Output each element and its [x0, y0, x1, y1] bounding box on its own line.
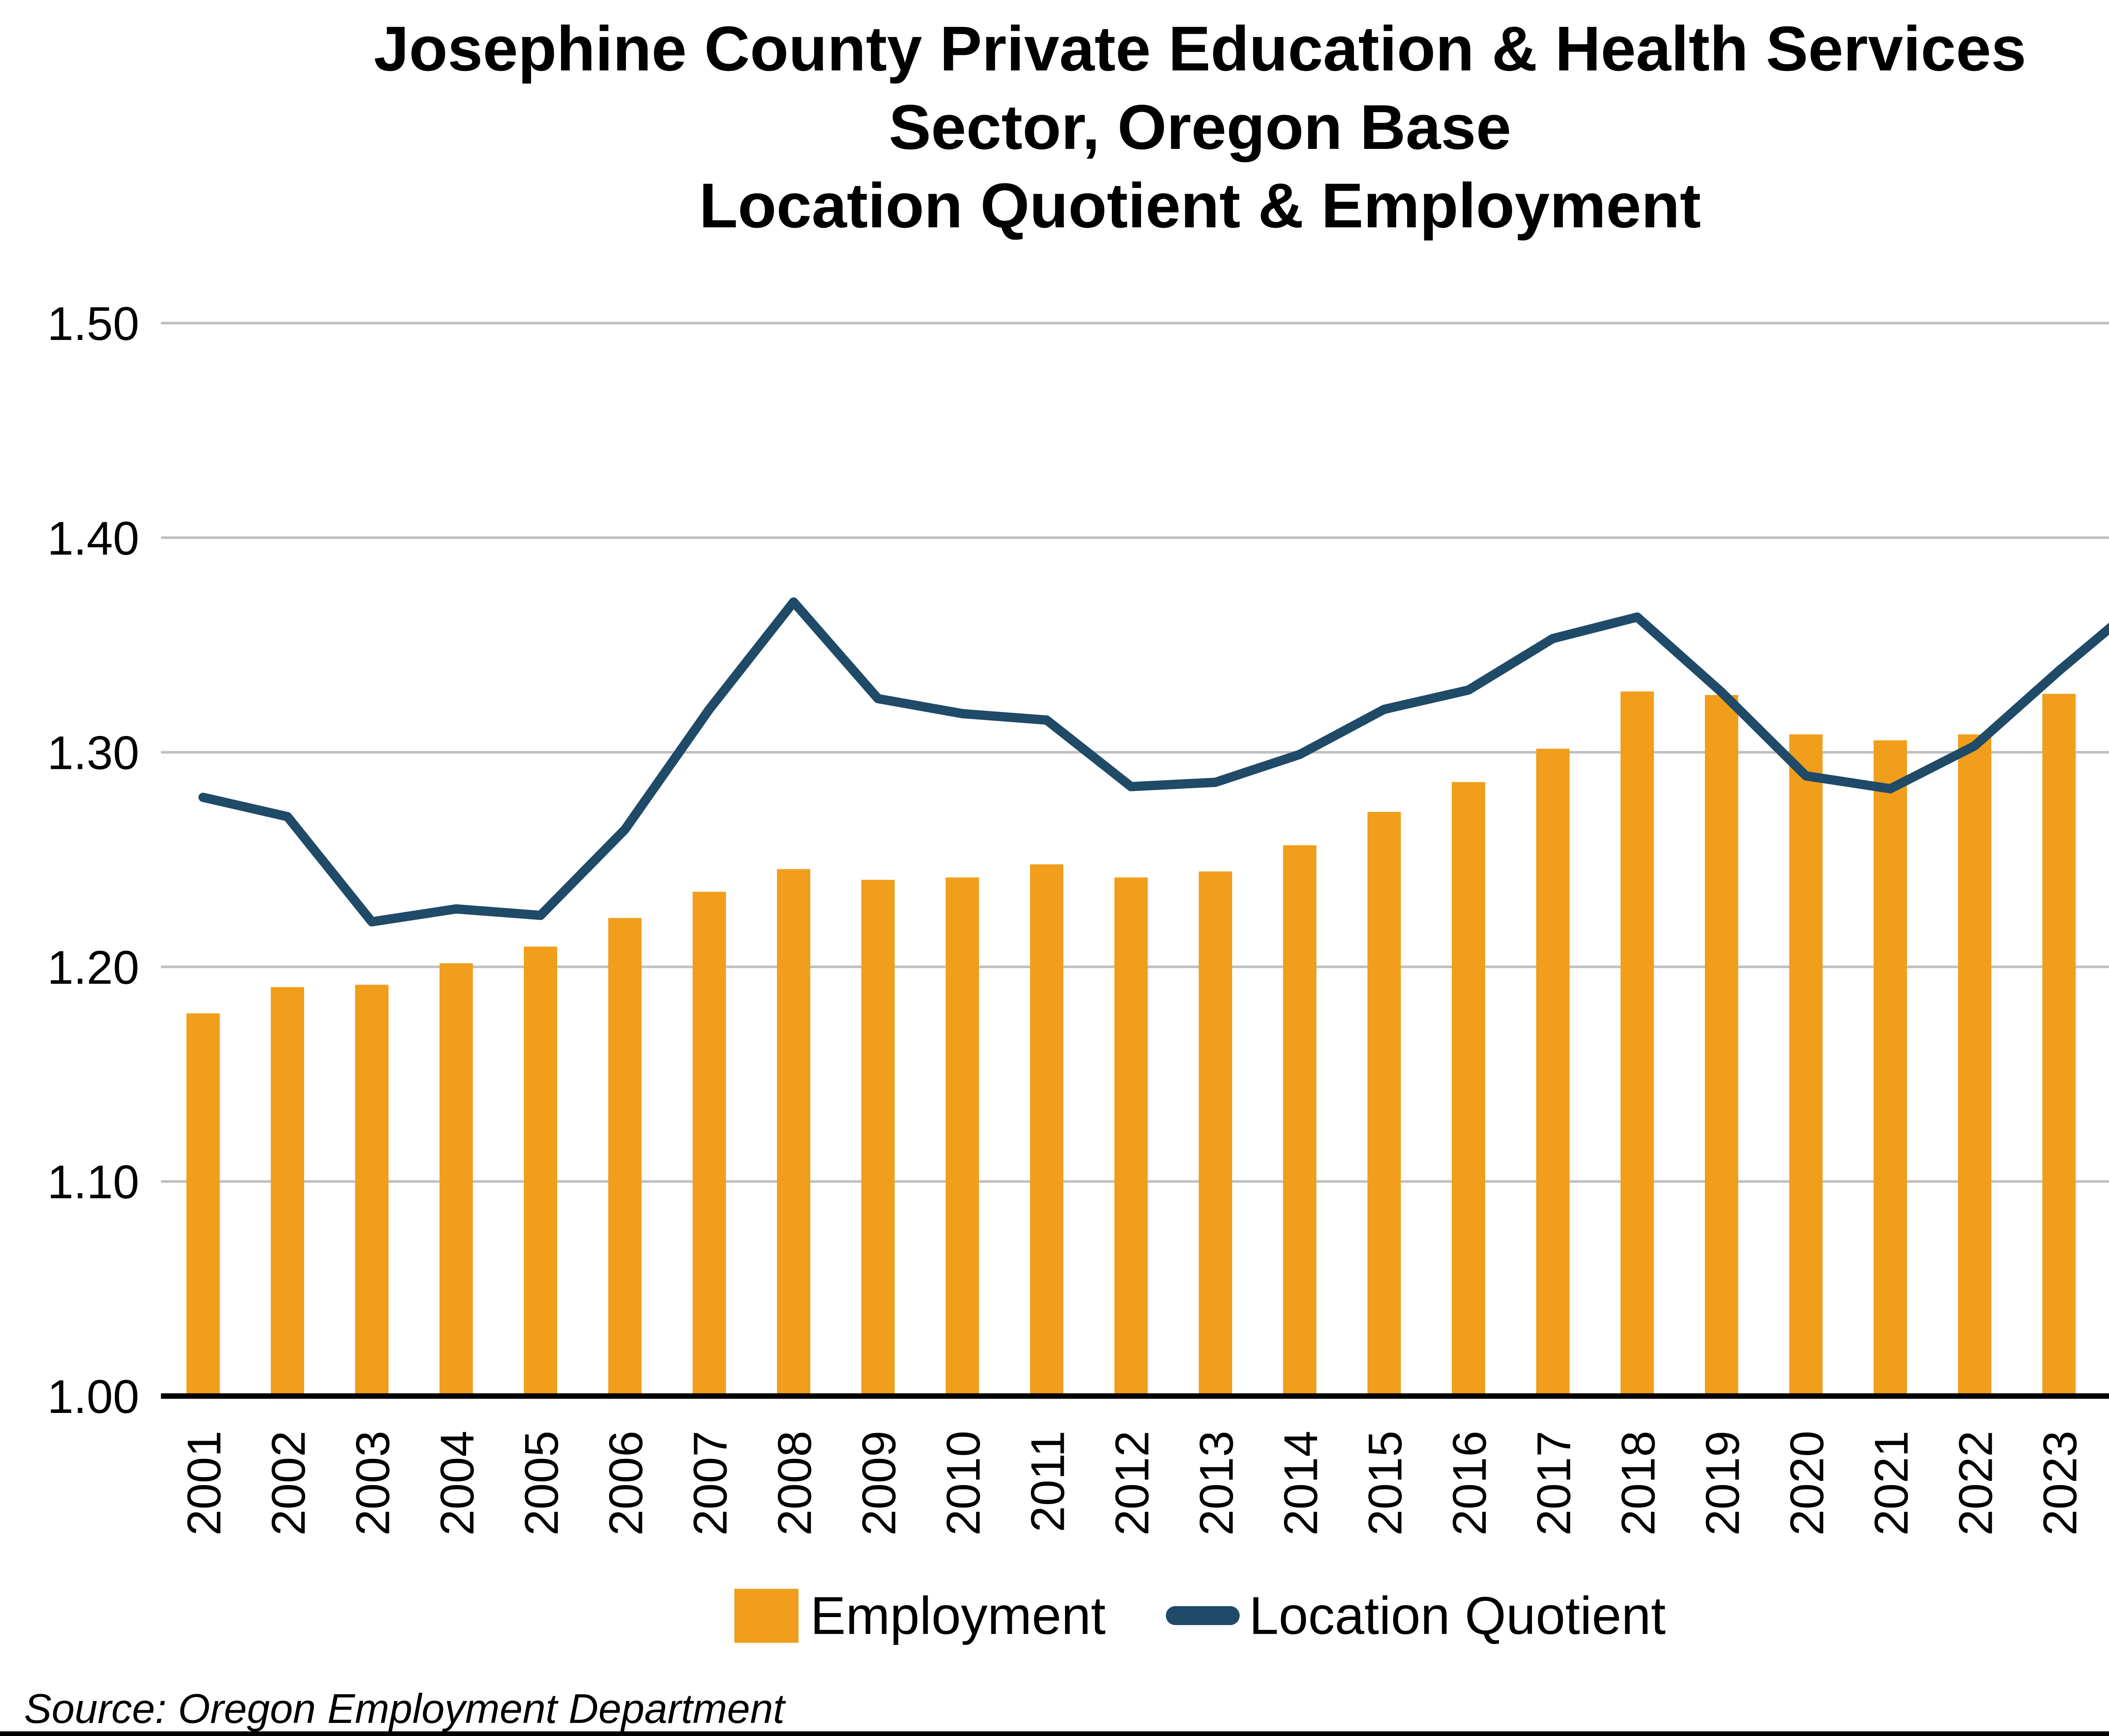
- left-axis-tick-label: 1.00: [47, 1370, 139, 1423]
- employment-swatch-icon: [734, 1588, 799, 1643]
- source-note: Source: Oregon Employment Department: [24, 1685, 785, 1732]
- location-quotient-line-icon: [1166, 1606, 1240, 1625]
- bar-2003: [355, 984, 388, 1396]
- x-axis-year-label: 2004: [431, 1431, 484, 1536]
- x-axis-year-label: 2022: [1950, 1431, 2002, 1536]
- chart-title-line-1: Josephine County Private Education & Hea…: [374, 13, 2026, 84]
- x-axis-year-label: 2006: [600, 1431, 653, 1536]
- x-axis-year-label: 2017: [1528, 1431, 1580, 1536]
- bar-2016: [1452, 782, 1485, 1396]
- x-axis-year-label: 2011: [1022, 1431, 1074, 1532]
- bar-2011: [1030, 864, 1063, 1396]
- x-axis-year-label: 2018: [1612, 1431, 1665, 1536]
- bar-2014: [1283, 845, 1316, 1396]
- bar-2020: [1789, 734, 1823, 1396]
- x-axis-year-label: 2019: [1696, 1431, 1749, 1536]
- bar-2013: [1199, 871, 1232, 1396]
- bar-2023: [2042, 694, 2076, 1396]
- chart-title: Josephine County Private Education & Hea…: [0, 9, 2109, 245]
- x-axis-year-label: 2021: [1865, 1431, 1918, 1536]
- bar-2008: [777, 869, 810, 1396]
- left-axis-tick-label: 1.30: [47, 727, 139, 779]
- legend-location-quotient-label: Location Quotient: [1249, 1586, 1666, 1645]
- bar-2001: [186, 1013, 220, 1396]
- bar-2019: [1705, 695, 1738, 1396]
- left-axis-tick-label: 1.40: [47, 512, 139, 565]
- bottom-divider: [0, 1731, 2109, 1736]
- legend-item-employment: Employment: [734, 1585, 1106, 1646]
- x-axis-year-label: 2016: [1443, 1431, 1496, 1536]
- x-axis-year-label: 2002: [262, 1431, 315, 1536]
- bar-2015: [1367, 811, 1401, 1396]
- x-axis-year-label: 2015: [1359, 1431, 1412, 1536]
- bar-2009: [861, 880, 895, 1396]
- location-quotient-line: [198, 597, 2109, 927]
- x-axis-year-label: 2012: [1106, 1431, 1159, 1536]
- left-axis-tick-label: 1.50: [47, 297, 139, 350]
- bar-2002: [271, 987, 304, 1396]
- left-axis-tick-label: 1.10: [47, 1156, 139, 1208]
- bar-2010: [946, 877, 979, 1396]
- x-axis-year-label: 2008: [769, 1431, 821, 1536]
- bar-2017: [1536, 749, 1570, 1396]
- x-axis-year-label: 2023: [2034, 1431, 2087, 1536]
- x-axis-year-label: 2014: [1275, 1431, 1327, 1536]
- bar-2022: [1958, 734, 1991, 1396]
- bar-2004: [440, 963, 473, 1396]
- bar-2012: [1114, 877, 1148, 1396]
- x-axis-year-label: 2013: [1190, 1431, 1243, 1536]
- legend-item-location-quotient: Location Quotient: [1166, 1585, 1666, 1646]
- legend: Employment Location Quotient: [0, 1585, 2109, 1646]
- x-axis-year-label: 2007: [684, 1431, 737, 1536]
- x-axis-year-label: 2001: [178, 1431, 231, 1536]
- chart-title-line-3: Location Quotient & Employment: [699, 170, 1701, 241]
- x-axis-year-label: 2009: [853, 1431, 906, 1536]
- x-axis-year-label: 2003: [347, 1431, 399, 1536]
- chart-title-line-2: Sector, Oregon Base: [889, 92, 1511, 162]
- x-axis-year-label: 2010: [937, 1431, 990, 1536]
- x-axis-year-label: 2020: [1781, 1431, 1834, 1536]
- bar-2021: [1874, 740, 1907, 1396]
- bar-2007: [693, 892, 726, 1396]
- bar-2005: [524, 946, 557, 1396]
- left-axis-tick-label: 1.20: [47, 941, 139, 994]
- bar-2006: [608, 918, 642, 1396]
- legend-employment-label: Employment: [810, 1586, 1106, 1645]
- bar-2018: [1621, 691, 1654, 1396]
- x-axis-year-label: 2005: [515, 1431, 568, 1536]
